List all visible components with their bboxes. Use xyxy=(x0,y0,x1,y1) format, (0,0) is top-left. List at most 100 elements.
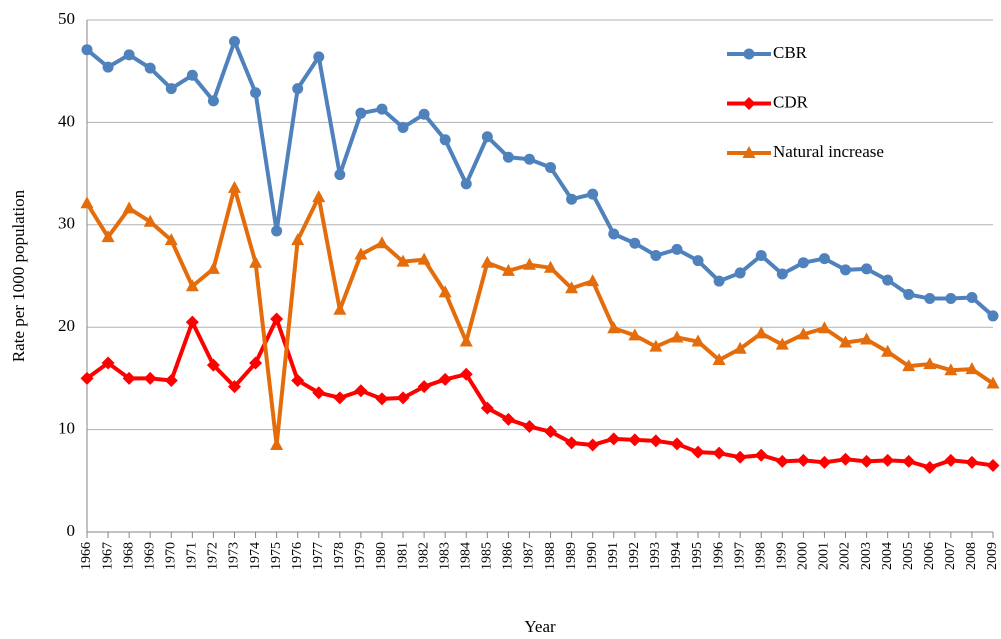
data-point xyxy=(797,257,809,269)
data-point xyxy=(817,455,831,469)
data-point xyxy=(671,243,683,255)
data-point xyxy=(227,380,241,394)
x-tick-label: 2003 xyxy=(859,542,874,570)
data-point xyxy=(270,437,284,450)
x-tick-label: 1974 xyxy=(248,542,263,570)
data-point xyxy=(101,356,115,370)
data-point xyxy=(755,250,767,262)
data-point xyxy=(966,292,978,304)
data-point xyxy=(291,233,305,246)
data-point xyxy=(249,356,263,370)
legend-label: Natural increase xyxy=(773,142,884,161)
x-tick-label: 1998 xyxy=(753,542,768,570)
series-line xyxy=(85,39,995,318)
data-point xyxy=(375,392,389,406)
x-tick-label: 2000 xyxy=(796,542,811,570)
data-point xyxy=(692,255,704,267)
data-point xyxy=(206,358,220,372)
data-point xyxy=(565,436,579,450)
x-tick-label: 1990 xyxy=(585,542,600,570)
data-point xyxy=(81,44,93,56)
data-point xyxy=(250,87,262,99)
data-point xyxy=(545,161,557,173)
data-point xyxy=(986,376,1000,389)
legend-marker xyxy=(742,97,756,110)
x-tick-label: 2006 xyxy=(922,542,937,570)
x-axis-title: Year xyxy=(524,617,556,636)
data-point xyxy=(165,83,177,95)
y-tick-label: 0 xyxy=(67,521,76,540)
legend-marker xyxy=(743,48,755,60)
data-point xyxy=(881,453,895,467)
data-point xyxy=(587,188,599,200)
x-tick-label: 1982 xyxy=(416,542,431,570)
x-tick-label: 1970 xyxy=(163,542,178,570)
data-point xyxy=(944,363,958,376)
data-point xyxy=(80,371,94,385)
data-point xyxy=(102,61,114,73)
data-point xyxy=(861,263,873,275)
x-tick-label: 2008 xyxy=(964,542,979,570)
data-point xyxy=(376,103,388,115)
data-point xyxy=(965,362,979,375)
data-point xyxy=(733,341,747,354)
data-point xyxy=(903,288,915,300)
data-point xyxy=(291,373,305,387)
data-point xyxy=(122,371,136,385)
data-point xyxy=(565,281,579,294)
data-point xyxy=(608,228,620,240)
data-point xyxy=(796,453,810,467)
data-point xyxy=(312,190,326,203)
x-tick-label: 1985 xyxy=(480,542,495,570)
data-point xyxy=(775,454,789,468)
data-point xyxy=(206,261,220,274)
data-point xyxy=(566,193,578,205)
data-point xyxy=(396,391,410,405)
data-point xyxy=(775,337,789,350)
data-point xyxy=(522,257,536,270)
data-point xyxy=(438,372,452,386)
x-tick-label: 2009 xyxy=(985,542,1000,570)
data-point xyxy=(143,371,157,385)
x-tick-label: 1971 xyxy=(185,542,200,570)
data-point xyxy=(228,36,240,48)
data-point xyxy=(354,247,368,260)
data-point xyxy=(839,335,853,348)
y-axis-title: Rate per 1000 population xyxy=(9,189,28,362)
data-point xyxy=(629,237,641,249)
x-tick-label: 1977 xyxy=(311,542,326,570)
data-point xyxy=(312,386,326,400)
x-tick-label: 1973 xyxy=(227,542,242,570)
data-point xyxy=(986,458,1000,472)
data-point xyxy=(313,51,325,63)
x-tick-label: 1984 xyxy=(458,542,473,570)
x-tick-label: 1981 xyxy=(395,542,410,570)
data-point xyxy=(80,196,94,209)
data-point xyxy=(186,69,198,81)
data-point xyxy=(586,438,600,452)
data-point xyxy=(607,321,621,334)
data-point xyxy=(923,357,937,370)
data-point xyxy=(144,62,156,74)
data-point xyxy=(522,420,536,434)
data-point xyxy=(840,264,852,276)
data-point xyxy=(860,332,874,345)
data-point xyxy=(334,169,346,181)
x-tick-label: 1966 xyxy=(79,542,94,570)
legend-label: CBR xyxy=(773,43,808,62)
data-point xyxy=(650,250,662,262)
data-point xyxy=(945,293,957,305)
data-point xyxy=(354,384,368,398)
legend-marker xyxy=(742,146,756,158)
data-point xyxy=(586,274,600,287)
y-tick-label: 30 xyxy=(58,214,75,233)
x-tick-label: 2002 xyxy=(838,542,853,570)
data-point xyxy=(333,302,347,315)
x-tick-label: 1991 xyxy=(606,542,621,570)
x-tick-label: 1997 xyxy=(732,542,747,570)
data-point xyxy=(417,252,431,265)
data-point xyxy=(544,425,558,439)
x-tick-label: 1976 xyxy=(290,542,305,570)
data-point xyxy=(333,391,347,405)
